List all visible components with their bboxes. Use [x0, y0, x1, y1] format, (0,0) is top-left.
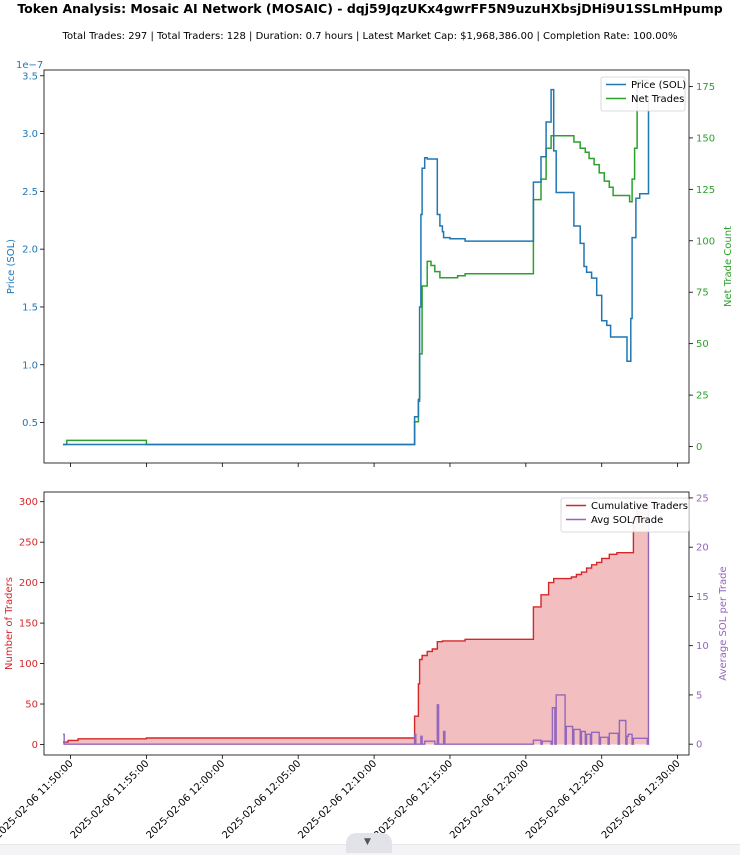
y-axis-label: Net Trade Count — [723, 226, 734, 307]
x-tick-label: 2025-02-06 12:25:00 — [524, 758, 607, 841]
chevron-down-icon: ▼ — [364, 837, 371, 847]
y-right-tick-label: 20 — [696, 543, 709, 554]
x-tick-label: 2025-02-06 11:55:00 — [69, 758, 152, 841]
figure-title: Token Analysis: Mosaic AI Network (MOSAI… — [17, 1, 723, 16]
x-tick-label: 2025-02-06 11:50:00 — [0, 758, 76, 841]
y-axis-label: Average SOL per Trade — [718, 566, 729, 680]
y-tick-label: 50 — [25, 700, 38, 711]
scroll-down-button[interactable]: ▼ — [346, 833, 392, 853]
axes-frame — [43, 491, 690, 756]
y-tick-label: 3.0 — [22, 129, 38, 140]
y-right-tick-label: 5 — [696, 690, 702, 701]
y-right-tick-label: 10 — [696, 641, 709, 652]
series-cumulative-traders — [63, 505, 649, 743]
y-right-tick-label: 175 — [696, 82, 715, 93]
y-right-tick-label: 50 — [696, 339, 709, 350]
y-tick-label: 1.5 — [22, 302, 38, 313]
y-tick-label: 300 — [19, 497, 38, 508]
y-right-tick-label: 0 — [696, 740, 702, 751]
series-net-trades — [63, 79, 649, 446]
legend-box — [560, 497, 690, 533]
x-tick-label: 2025-02-06 12:10:00 — [296, 758, 379, 841]
y-right-tick-label: 15 — [696, 592, 709, 603]
price-chart: 0.5 1.0 1.5 2.0 2.5 3.0 3.5 0 25 50 75 100 125 150 175… — [6, 60, 734, 467]
y-tick-label: 0.5 — [22, 418, 38, 429]
x-tick-label: 2025-02-06 12:30:00 — [600, 758, 683, 841]
x-tick-label: 2025-02-06 12:00:00 — [145, 758, 228, 841]
y-right-tick-label: 75 — [696, 288, 709, 299]
figure-subtitle: Total Trades: 297 | Total Traders: 128 |… — [62, 31, 678, 42]
traders-chart: 0 50 100 150 200 250 300 0 5 10 15 20 25 Number of Tr… — [0, 491, 729, 841]
series-cumulative-traders-area — [63, 505, 649, 745]
y-tick-label: 150 — [19, 619, 38, 630]
y-tick-label: 200 — [19, 578, 38, 589]
x-tick-label: 2025-02-06 12:20:00 — [448, 758, 531, 841]
y-right-tick-label: 25 — [696, 391, 709, 402]
y-right-tick-label: 25 — [696, 493, 709, 504]
y-right-tick-label: 100 — [696, 236, 715, 247]
y-axis-label: Price (SOL) — [6, 239, 17, 294]
y-tick-label: 250 — [19, 538, 38, 549]
y-right-tick-label: 125 — [696, 185, 715, 196]
y-tick-label: 0 — [32, 740, 38, 751]
legend-label: Cumulative Traders — [591, 501, 688, 512]
y-right-tick-label: 0 — [696, 442, 702, 453]
series-avg-sol-per-trade — [63, 507, 650, 745]
y-tick-label: 1.0 — [22, 360, 38, 371]
legend-label: Price (SOL) — [631, 80, 686, 91]
legend-label: Avg SOL/Trade — [591, 515, 663, 526]
series-price — [63, 88, 650, 446]
y-offset-label: 1e−7 — [16, 60, 43, 71]
y-tick-label: 3.5 — [22, 71, 38, 82]
legend-label: Net Trades — [631, 94, 684, 105]
x-tick-label: 2025-02-06 12:15:00 — [372, 758, 455, 841]
axes-frame — [43, 69, 690, 464]
y-tick-label: 2.0 — [22, 245, 38, 256]
legend-box — [600, 76, 686, 112]
y-tick-label: 2.5 — [22, 187, 38, 198]
y-axis-label: Number of Traders — [4, 577, 15, 670]
y-right-tick-label: 150 — [696, 133, 715, 144]
x-tick-label: 2025-02-06 12:05:00 — [220, 758, 303, 841]
y-tick-label: 100 — [19, 659, 38, 670]
